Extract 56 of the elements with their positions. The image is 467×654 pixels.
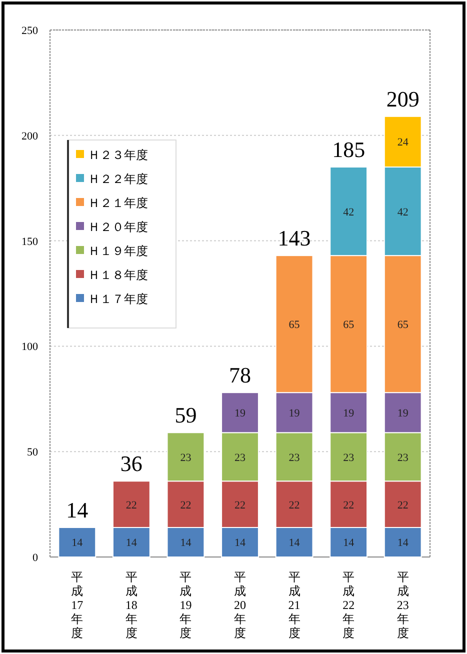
data-label: 14 [72, 537, 84, 550]
x-tick-label: 平成17年度 [71, 570, 84, 640]
data-label: 65 [397, 319, 409, 332]
data-label: 65 [288, 319, 300, 332]
total-label: 59 [174, 402, 197, 428]
data-label: 22 [288, 499, 300, 512]
data-label: 14 [126, 537, 138, 550]
total-label: 78 [229, 362, 251, 388]
data-label: 14 [397, 537, 409, 550]
data-label: 19 [234, 408, 246, 420]
data-label: 24 [397, 136, 409, 149]
legend-label: Ｈ２１年度 [88, 196, 148, 210]
data-label: 19 [397, 408, 409, 420]
x-tick-label: 平成23年度 [396, 570, 409, 640]
legend-label: Ｈ２０年度 [88, 220, 148, 234]
data-label: 14 [343, 537, 355, 550]
data-label: 14 [180, 537, 192, 550]
y-tick-label: 100 [22, 341, 38, 354]
y-tick-label: 200 [22, 130, 38, 142]
data-label: 42 [343, 206, 354, 218]
legend-label: Ｈ１９年度 [88, 244, 148, 258]
data-label: 65 [343, 319, 355, 332]
x-tick-label: 平成19年度 [180, 570, 192, 640]
data-label: 23 [343, 452, 355, 464]
x-tick-label: 平成20年度 [234, 570, 246, 640]
data-label: 22 [126, 499, 137, 512]
data-label: 22 [343, 499, 354, 512]
data-label: 23 [397, 452, 409, 464]
total-label: 143 [278, 226, 311, 251]
y-tick-label: 50 [27, 446, 38, 459]
legend-label: Ｈ１７年度 [88, 292, 148, 306]
y-tick-label: 250 [22, 25, 38, 37]
data-label: 23 [180, 452, 192, 464]
data-label: 19 [288, 408, 300, 420]
data-label: 22 [397, 499, 408, 512]
x-tick-label: 平成22年度 [342, 570, 355, 640]
legend-label: Ｈ１８年度 [88, 268, 148, 282]
data-label: 22 [180, 499, 192, 512]
y-tick-label: 0 [32, 552, 38, 564]
x-tick-label: 平成21年度 [288, 570, 300, 640]
data-label: 22 [234, 499, 246, 512]
total-label: 36 [120, 451, 142, 476]
y-tick-label: 150 [22, 236, 38, 248]
legend-label: Ｈ２２年度 [88, 172, 148, 186]
data-label: 42 [397, 206, 408, 218]
data-label: 14 [288, 537, 300, 550]
total-label: 14 [66, 497, 88, 522]
legend-label: Ｈ２３年度 [88, 148, 148, 162]
data-label: 19 [343, 408, 355, 420]
total-label: 185 [332, 137, 366, 162]
x-tick-label: 平成18年度 [125, 570, 138, 640]
data-label: 23 [288, 452, 300, 464]
data-label: 23 [234, 452, 246, 464]
total-label: 209 [386, 86, 420, 112]
bar [58, 526, 96, 558]
data-label: 14 [234, 537, 246, 550]
